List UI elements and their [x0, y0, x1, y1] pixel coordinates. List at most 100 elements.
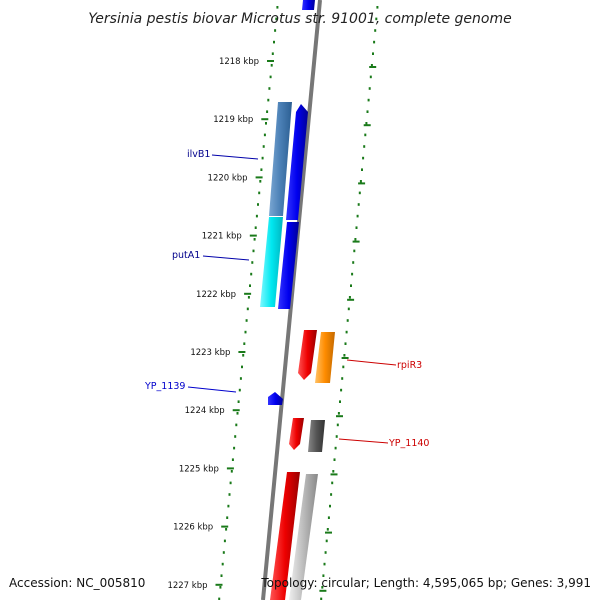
tick-dot-right [331, 481, 334, 485]
kbp-major-tick-left [215, 583, 223, 586]
tick-dot-left [269, 75, 272, 79]
tick-dot-right [336, 423, 339, 427]
gene-label-YP_1140[interactable]: YP_1140 [388, 438, 429, 449]
gene-label-group: ilvB1 putA1 YP_1139 rpiR3 YP_1140 [144, 149, 429, 449]
tick-dot-right [352, 261, 355, 264]
tick-dot-right [368, 87, 371, 90]
tick-dot-left [261, 156, 264, 160]
gene-feature-ilvB1[interactable] [269, 102, 292, 216]
tick-dot-right [364, 133, 367, 137]
tick-dot-left [233, 446, 236, 450]
gene-feature-red-small[interactable] [289, 418, 304, 450]
tick-dot-left [241, 365, 243, 369]
tick-dot-left [258, 191, 261, 195]
tick-dot-right [341, 377, 344, 380]
kbp-tick-row-right [319, 6, 379, 600]
kbp-label: 1224 kbp [185, 406, 225, 416]
kbp-label: 1220 kbp [208, 173, 248, 183]
gene-feature-red-lower[interactable] [270, 472, 300, 600]
tick-dot-right [321, 586, 324, 589]
tick-dot-left [239, 377, 242, 380]
tick-dot-left [262, 145, 265, 148]
tick-dot-left [242, 354, 245, 357]
tick-dot-left [255, 214, 258, 218]
tick-dot-right [359, 180, 362, 183]
gene-feature-YP_1140[interactable] [308, 420, 325, 452]
gene-feature-lightgray-lower[interactable] [289, 474, 318, 600]
tick-dot-left [223, 539, 226, 543]
kbp-major-tick-right [341, 357, 349, 359]
kbp-label: 1226 kbp [173, 523, 213, 533]
tick-dot-right [373, 40, 376, 44]
gene-feature-red-upper[interactable] [298, 330, 317, 380]
tick-dot-right [345, 330, 348, 334]
gene-feature-blue-lower[interactable] [278, 222, 299, 309]
tick-dot-left [275, 17, 278, 21]
tick-dot-left [219, 586, 222, 589]
tick-dot-left [254, 226, 257, 229]
tick-dot-right [366, 110, 369, 113]
tick-dot-left [228, 493, 231, 496]
tick-dot-right [367, 98, 370, 102]
kbp-major-tick-right [369, 66, 377, 68]
gene-feature-rpiR3[interactable] [315, 332, 335, 383]
gene-label-rpiR3[interactable]: rpiR3 [397, 360, 422, 371]
tick-dot-right [355, 226, 358, 229]
leader-YP_1139 [187, 386, 237, 393]
tick-dot-right [357, 203, 360, 206]
kbp-major-tick-left [238, 351, 246, 353]
kbp-major-tick-left [232, 409, 240, 412]
tick-dot-left [273, 40, 275, 44]
tick-dot-right [337, 412, 340, 415]
genome-backbone [261, 0, 322, 600]
tick-dot-left [268, 87, 271, 90]
tick-dot-left [230, 470, 233, 473]
topology-text: Topology: circular; Length: 4,595,065 bp… [260, 576, 591, 590]
tick-dot-left [257, 203, 259, 206]
gene-feature-putA1[interactable] [260, 217, 283, 307]
kbp-major-tick-left [244, 292, 252, 295]
tick-dot-left [218, 597, 221, 600]
tick-dot-left [222, 551, 225, 554]
kbp-major-tick-right [363, 124, 371, 127]
kbp-label: 1219 kbp [213, 115, 253, 125]
gene-label-YP_1139[interactable]: YP_1139 [144, 381, 185, 392]
kbp-major-tick-right [330, 473, 338, 476]
kbp-major-tick-left [267, 60, 274, 62]
tick-dot-left [244, 330, 247, 334]
tick-dot-left [249, 284, 251, 287]
tick-dot-right [365, 122, 368, 125]
tick-dot-left [259, 180, 262, 183]
tick-dot-right [374, 29, 377, 32]
tick-dot-right [369, 75, 372, 79]
tick-dot-right [333, 458, 336, 461]
tick-dot-right [375, 17, 378, 21]
tick-dot-right [327, 516, 330, 519]
tick-dot-right [353, 249, 356, 253]
tick-dot-left [260, 168, 263, 171]
gene-label-ilvB1[interactable]: ilvB1 [187, 149, 210, 160]
tick-dot-right [335, 435, 338, 438]
kbp-label: 1218 kbp [219, 57, 259, 67]
gene-feature-YP_1139[interactable] [268, 392, 283, 405]
gene-label-putA1[interactable]: putA1 [172, 250, 200, 261]
tick-dot-left [231, 458, 234, 461]
kbp-label: 1221 kbp [202, 232, 242, 242]
tick-dot-left [270, 64, 273, 67]
tick-dot-left [263, 133, 266, 137]
gene-feature-top-blue[interactable] [302, 0, 315, 10]
kbp-major-tick-left [249, 234, 257, 237]
gene-feature-blue-upper[interactable] [286, 104, 308, 220]
kbp-label: 1225 kbp [179, 464, 219, 474]
tick-dot-left [227, 504, 230, 508]
tick-dot-left [236, 412, 239, 415]
tick-dot-left [250, 272, 253, 276]
tick-dot-left [237, 400, 240, 403]
kbp-major-tick-left [261, 118, 269, 121]
tick-dot-left [274, 29, 277, 32]
tick-dot-left [221, 562, 224, 566]
tick-dot-left [247, 296, 250, 299]
tick-dot-right [323, 562, 326, 566]
tick-dot-right [370, 64, 373, 67]
